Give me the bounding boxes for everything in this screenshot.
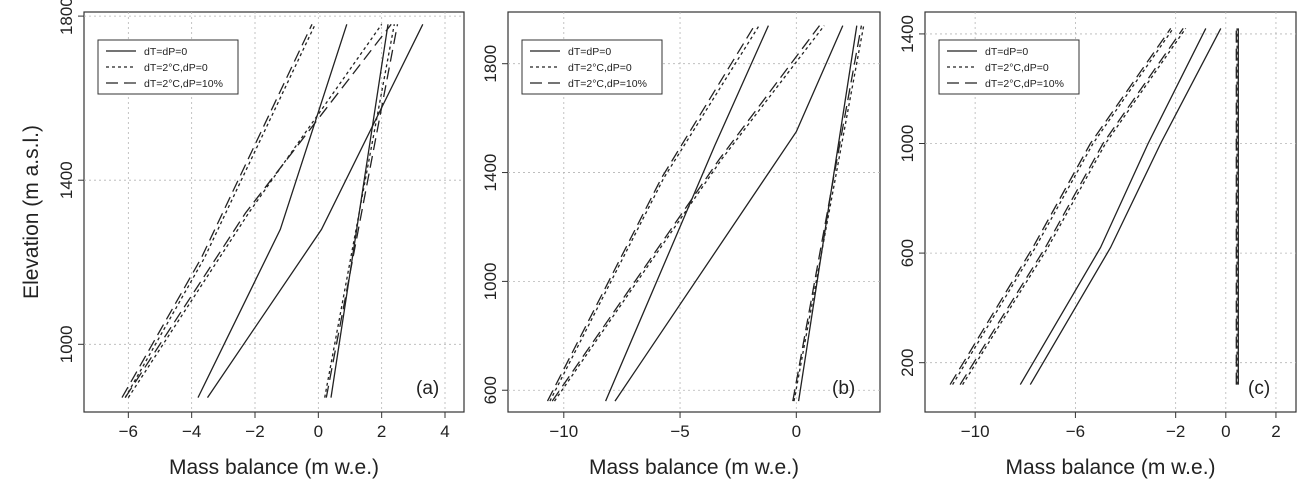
legend-box (97, 39, 239, 95)
series-line-solid (1019, 28, 1207, 385)
legend-label: dT=dP=0 (144, 46, 187, 58)
legend-label: dT=2°C,dP=10% (568, 78, 647, 90)
x-tick-label: 0 (314, 422, 323, 441)
y-axis-title: Elevation (m a.s.l.) (20, 125, 43, 299)
y-tick-label: 1400 (481, 154, 500, 192)
series-group (949, 28, 1239, 385)
series-line-dashed (124, 23, 392, 398)
series-line-dotted (952, 28, 1174, 385)
y-tick-label: 1400 (57, 161, 76, 199)
legend-label: dT=dP=0 (568, 46, 611, 58)
legend-label: dT=dP=0 (985, 46, 1028, 58)
series-line-solid (1029, 28, 1222, 385)
x-tick-label: 0 (1221, 422, 1230, 441)
series-line-dotted (124, 24, 316, 398)
x-tick-label: 2 (377, 422, 386, 441)
series-group (121, 23, 424, 398)
series-line-dashed (959, 28, 1184, 385)
x-tick-label: −2 (245, 422, 264, 441)
x-tick-label: −6 (1066, 422, 1085, 441)
series-line-dotted (553, 25, 825, 402)
y-tick-label: 1400 (898, 15, 917, 53)
x-tick-label: −10 (961, 422, 990, 441)
panel-2: −10 −5 0 600 1000 1400 1800 dT=dP=0 dT=2°C,dP=0 d… (481, 11, 881, 479)
panel-1: −6 −4 −2 0 2 4 1000 1400 1800 dT=dP=0 dT=2°C,dP=0 d… (20, 0, 465, 479)
legend-label: dT=2°C,dP=0 (144, 62, 208, 74)
x-tick-label: 0 (792, 422, 801, 441)
panel-label: (c) (1248, 378, 1270, 399)
y-tick-label: 1800 (481, 45, 500, 83)
y-tick-label: 1000 (898, 125, 917, 163)
legend-box (938, 39, 1080, 95)
series-line-dashed (546, 25, 756, 402)
series-group (546, 25, 865, 402)
legend-label: dT=2°C,dP=10% (144, 78, 223, 90)
x-tick-label: −6 (119, 422, 138, 441)
series-line-solid (605, 25, 769, 402)
x-tick-label: −5 (670, 422, 689, 441)
y-tick-label: 1000 (481, 262, 500, 300)
series-line-dotted (962, 28, 1187, 385)
series-line-dashed (325, 24, 399, 398)
legend-label: dT=2°C,dP=0 (985, 62, 1049, 74)
panel-label: (b) (832, 378, 855, 399)
y-tick-label: 600 (898, 239, 917, 267)
panel-3: −10 −6 −2 0 2 200 600 1000 1400 dT=dP=0 dT=2°C,dP=… (898, 11, 1297, 479)
series-line-solid (197, 24, 348, 398)
series-line-dashed (792, 25, 863, 402)
x-axis-title: Mass balance (m w.e.) (589, 456, 799, 479)
x-tick-label: −2 (1166, 422, 1185, 441)
series-line-solid (206, 24, 424, 398)
x-tick-label: −4 (182, 422, 201, 441)
x-tick-label: 4 (440, 422, 449, 441)
series-line-dashed (949, 28, 1172, 385)
y-tick-label: 1000 (57, 325, 76, 363)
series-line-dotted (127, 23, 383, 398)
y-tick-label: 200 (898, 348, 917, 376)
x-tick-label: −10 (549, 422, 578, 441)
y-tick-label: 600 (481, 376, 500, 404)
panel-label: (a) (416, 378, 439, 399)
series-line-dotted (793, 25, 865, 402)
x-axis-title: Mass balance (m w.e.) (169, 456, 379, 479)
series-line-dashed (551, 25, 821, 402)
x-tick-label: 2 (1271, 422, 1280, 441)
legend-label: dT=2°C,dP=10% (985, 78, 1064, 90)
y-tick-label: 1800 (57, 0, 76, 35)
series-line-dashed (121, 24, 313, 398)
legend-label: dT=2°C,dP=0 (568, 62, 632, 74)
series-line-solid (330, 24, 389, 398)
legend-box (521, 39, 663, 95)
x-axis-title: Mass balance (m w.e.) (1005, 456, 1215, 479)
series-line-solid (614, 25, 844, 402)
